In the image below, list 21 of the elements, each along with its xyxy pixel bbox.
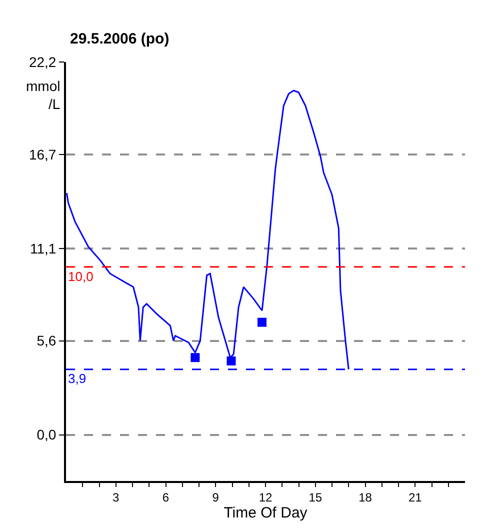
y-tick-label: 22,2 (28, 54, 56, 70)
point (190, 353, 200, 362)
y-tick-label: 11,1 (30, 240, 56, 256)
point (226, 356, 236, 366)
x-tick-label: 15 (308, 490, 322, 504)
x-tick-label: 3 (112, 490, 120, 504)
ref-line-label: 3,9 (68, 371, 86, 386)
point (258, 318, 267, 327)
x-axis-title: Time Of Day (224, 504, 308, 522)
x-tick-label: 21 (408, 490, 422, 504)
x-tick-label: 18 (358, 490, 372, 504)
y-tick-label: 16,7 (28, 146, 56, 162)
x-tick-label: 12 (258, 490, 272, 504)
ref-line-label: 10,0 (68, 269, 94, 284)
x-tick-label: 9 (212, 490, 220, 504)
y-axis-title: mmol/L (26, 78, 60, 112)
y-tick-label: 5,6 (36, 332, 56, 349)
chart-title: 29.5.2006 (po) (70, 30, 170, 48)
x-tick-label: 6 (162, 490, 170, 504)
line-series (66, 90, 350, 370)
y-tick-label: 0,0 (36, 426, 56, 443)
